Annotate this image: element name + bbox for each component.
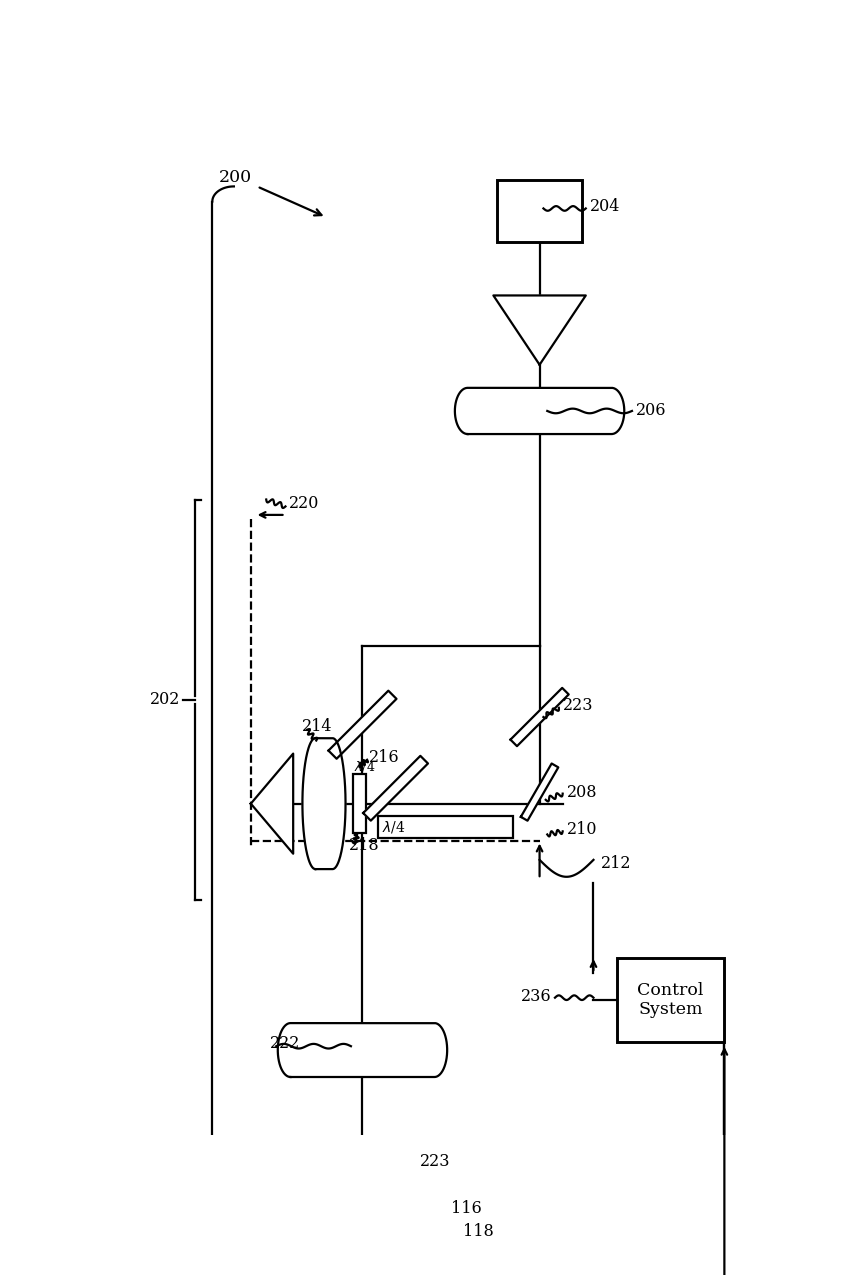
Text: Control
System: Control System [638,982,704,1019]
Bar [354,774,366,833]
Polygon shape [278,1023,447,1077]
Text: 200: 200 [218,168,252,186]
Polygon shape [328,691,396,759]
Text: 212: 212 [601,856,632,872]
Text: 206: 206 [636,403,666,419]
Polygon shape [320,1219,405,1275]
Text: 222: 222 [270,1035,300,1052]
Text: 202: 202 [150,691,181,708]
Bar [378,816,513,838]
Text: $\lambda$/4: $\lambda$/4 [382,819,405,835]
Text: 208: 208 [566,784,597,801]
Text: 220: 220 [289,495,320,511]
Text: 118: 118 [462,1223,493,1239]
Polygon shape [493,296,586,365]
Bar [497,180,582,241]
Text: $\lambda$/4: $\lambda$/4 [354,759,376,774]
Bar [616,958,724,1043]
Polygon shape [511,688,569,746]
Text: 236: 236 [520,988,551,1005]
Text: 223: 223 [563,697,593,714]
Polygon shape [320,1184,405,1210]
Text: 214: 214 [303,718,333,736]
Polygon shape [521,764,558,821]
Text: 204: 204 [590,199,620,215]
Text: 218: 218 [349,838,380,854]
Bar [289,1206,435,1219]
Text: 216: 216 [369,748,399,766]
Text: 210: 210 [566,821,597,839]
Polygon shape [363,756,428,821]
Text: 116: 116 [451,1200,482,1218]
Polygon shape [251,754,293,854]
Text: 223: 223 [420,1153,450,1170]
Polygon shape [455,388,624,434]
Polygon shape [303,738,346,870]
